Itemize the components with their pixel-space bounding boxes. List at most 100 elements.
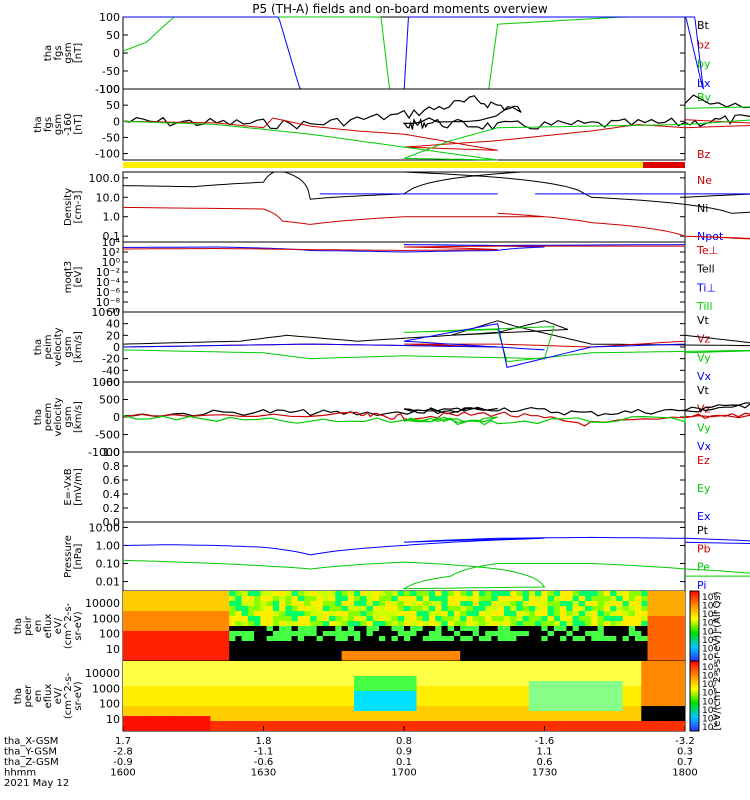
spectrogram-cell — [166, 691, 174, 697]
spectrogram-cell — [616, 701, 624, 707]
spectrogram-cell — [472, 591, 480, 597]
spectrogram-cell — [522, 641, 530, 647]
spectrogram-cell — [391, 656, 399, 661]
spectrogram-cell — [441, 631, 449, 637]
series-line-black — [122, 320, 750, 347]
spectrogram-cell — [416, 606, 424, 612]
spectrogram-cell — [360, 651, 368, 657]
spectrogram-cell — [541, 611, 549, 617]
y-axis-label-line: fgs — [43, 117, 54, 132]
spectrogram-cell — [653, 651, 661, 657]
spectrogram-cell — [404, 666, 411, 672]
spectrogram-cell — [285, 606, 293, 612]
spectrogram-cell — [510, 666, 517, 672]
spectrogram-cell — [678, 631, 685, 637]
spectrogram-cell — [660, 661, 667, 667]
spectrogram-cell — [422, 636, 430, 642]
spectrogram-cell — [335, 651, 343, 657]
spectrogram-cell — [148, 641, 155, 647]
spectrogram-cell — [572, 721, 580, 727]
spectrogram-cell — [447, 606, 455, 612]
spectrogram-cell — [678, 601, 685, 607]
spectrogram-cell — [291, 711, 299, 717]
spectrogram-cell — [503, 691, 511, 697]
spectrogram-cell — [460, 701, 467, 707]
spectrogram-cell — [466, 671, 474, 677]
spectrogram-cell — [535, 636, 542, 642]
spectrogram-cell — [341, 596, 349, 602]
spectrogram-cell — [503, 631, 511, 637]
spectrogram-cell — [229, 661, 236, 667]
spectrogram-cell — [603, 656, 611, 661]
spectrogram-cell — [160, 626, 168, 632]
spectrogram-cell — [260, 671, 268, 677]
spectrogram-cell — [160, 721, 168, 727]
spectrogram-cell — [535, 701, 542, 707]
spectrogram-cell — [553, 721, 561, 727]
spectrogram-cell — [266, 711, 274, 717]
spectrogram-cell — [641, 671, 649, 677]
spectrogram-cell — [279, 716, 286, 722]
spectrogram-cell — [335, 691, 343, 697]
spectrogram-cell — [622, 656, 630, 661]
spectrogram-cell — [329, 636, 336, 642]
spectrogram-cell — [460, 636, 467, 642]
spectrogram-cell — [441, 676, 449, 682]
spectrogram-cell — [672, 601, 680, 607]
spectrogram-cell — [491, 671, 499, 677]
spectrogram-cell — [341, 631, 349, 637]
spectrogram-cell — [210, 691, 218, 697]
spectrogram-cell — [235, 611, 243, 617]
spectrogram-cell — [160, 671, 168, 677]
spectrogram-cell — [497, 636, 505, 642]
spectrogram-cell — [229, 726, 236, 731]
spectrogram-cell — [603, 596, 611, 602]
spectrogram-cell — [304, 706, 311, 712]
spectrogram-cell — [135, 711, 143, 717]
spectrogram-cell — [447, 696, 455, 702]
spectrogram-cell — [647, 591, 655, 597]
spectrogram-cell — [628, 656, 636, 661]
spectrogram-cell — [660, 601, 667, 607]
spectrogram-cell — [235, 646, 243, 652]
spectrogram-cell — [154, 641, 161, 647]
spectrogram-cell — [404, 631, 411, 637]
spectrogram-cell — [454, 616, 461, 622]
spectrogram-cell — [191, 686, 199, 692]
spectrogram-cell — [497, 661, 505, 667]
spectrogram-cell — [585, 691, 592, 697]
spectrogram-cell — [578, 676, 586, 682]
spectrogram-cell — [148, 626, 155, 632]
spectrogram-cell — [235, 696, 243, 702]
spectrogram-cell — [560, 671, 567, 677]
spectrogram-cell — [516, 606, 524, 612]
spectrogram-cell — [266, 631, 274, 637]
spectrogram-cell — [279, 631, 286, 637]
spectrogram-cell — [547, 681, 555, 687]
spectrogram-cell — [647, 701, 655, 707]
spectrogram-cell — [329, 686, 336, 692]
spectrogram-cell — [603, 616, 611, 622]
spectrogram-cell — [572, 596, 580, 602]
spectrogram-cell — [660, 721, 667, 727]
spectrogram-cell — [341, 676, 349, 682]
spectrogram-cell — [603, 726, 611, 731]
spectrogram-cell — [522, 656, 530, 661]
spectrogram-cell — [272, 681, 280, 687]
spectrogram-cell — [466, 721, 474, 727]
spectrogram-cell — [578, 711, 586, 717]
spectrogram-cell — [204, 606, 211, 612]
spectrogram-cell — [279, 656, 286, 661]
spectrogram-cell — [553, 631, 561, 637]
spectrogram-cell — [597, 681, 605, 687]
spectrogram-cell — [485, 721, 492, 727]
spectrogram-cell — [491, 726, 499, 731]
spectrogram-cell — [260, 631, 268, 637]
spectrogram-cell — [123, 701, 130, 707]
spectrogram-cell — [285, 616, 293, 622]
spectrogram-cell — [197, 706, 205, 712]
spectrogram-cell — [360, 676, 368, 682]
spectrogram-cell — [366, 601, 374, 607]
spectrogram-cell — [566, 666, 574, 672]
